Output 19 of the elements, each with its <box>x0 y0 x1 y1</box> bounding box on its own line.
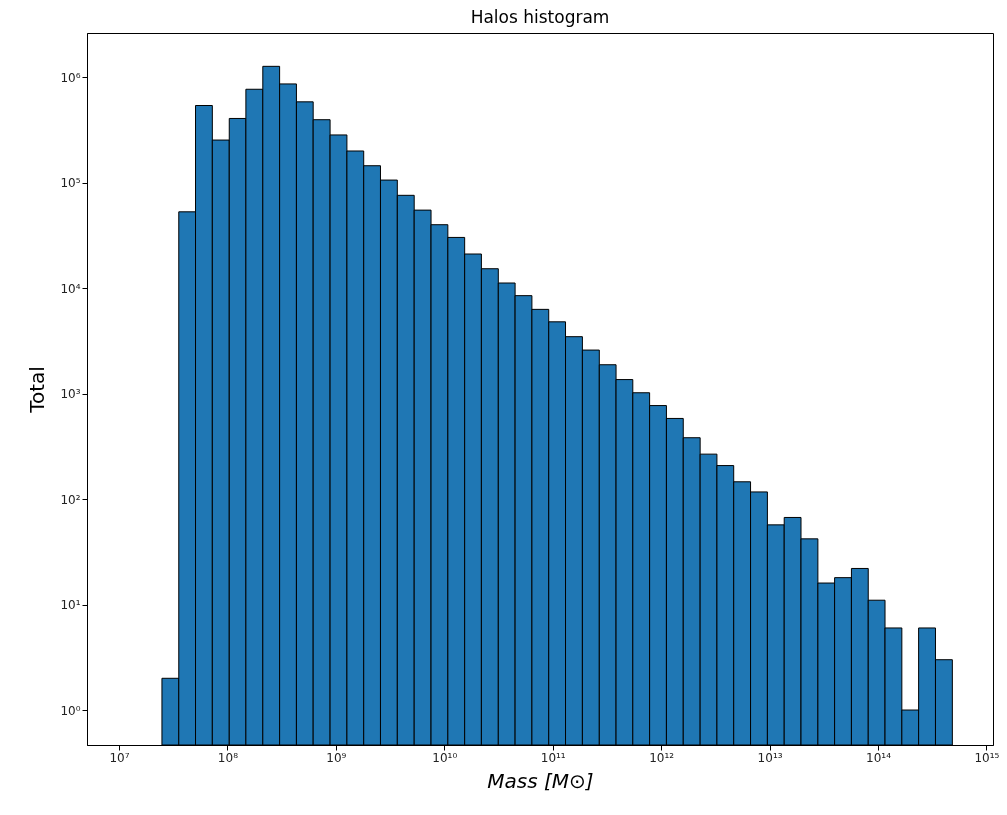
y-tick-label: 10⁶ <box>60 70 81 85</box>
x-tick-label: 10¹⁰ <box>432 750 458 765</box>
y-tick-label: 10⁰ <box>60 703 81 718</box>
x-tick-label: 10¹² <box>649 750 675 765</box>
x-tick-label: 10⁸ <box>217 750 239 765</box>
x-tick-label: 10¹³ <box>757 750 783 765</box>
x-tick-label: 10⁹ <box>326 750 347 765</box>
chart-title: Halos histogram <box>470 7 610 27</box>
y-tick-label: 10³ <box>60 387 81 402</box>
y-tick-label: 10⁵ <box>60 176 81 191</box>
y-tick-label: 10² <box>60 492 81 507</box>
x-axis-title: Mass [M⊙] <box>487 768 594 793</box>
y-tick-label: 10¹ <box>60 598 81 613</box>
x-tick-label: 10⁷ <box>109 750 130 765</box>
y-axis-title: Total <box>25 366 50 414</box>
y-tick-label: 10⁴ <box>60 281 81 296</box>
x-tick-label: 10¹⁵ <box>974 750 1000 765</box>
x-tick-label: 10¹¹ <box>540 750 566 765</box>
x-tick-label: 10¹⁴ <box>866 750 892 765</box>
